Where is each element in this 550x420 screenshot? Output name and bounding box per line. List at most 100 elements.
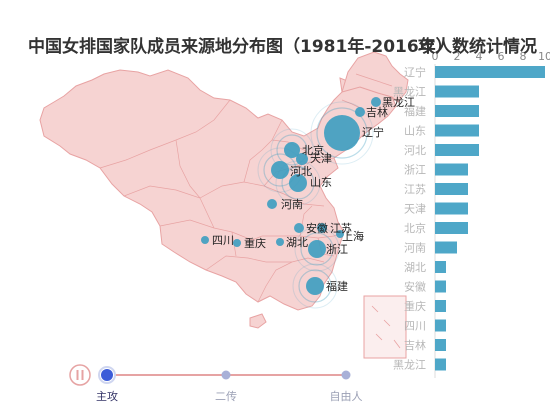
category-label: 北京 [404,221,426,235]
bubble[interactable] [289,174,307,192]
bubble[interactable] [306,277,324,295]
bubble[interactable] [296,153,308,165]
map-label: 江苏 [330,222,352,235]
timeline: 主攻 二传 自由人 [69,364,363,403]
bar[interactable] [435,241,457,254]
timeline-label[interactable]: 自由人 [330,389,363,403]
bubble[interactable] [276,238,284,246]
map-label: 吉林 [366,105,388,119]
timeline-point[interactable] [221,370,231,380]
category-label: 浙江 [404,164,426,177]
bubble[interactable] [271,161,289,179]
category-label: 天津 [404,203,426,216]
play-button[interactable] [69,364,91,386]
map-label: 四川 [212,234,234,247]
bubble[interactable] [371,97,381,107]
category-label: 辽宁 [404,65,426,79]
bubble-ripple [276,134,308,166]
bar[interactable] [435,85,479,98]
bubble[interactable] [233,239,241,247]
map-label: 湖北 [286,236,308,249]
bubble-ripple-outer [275,160,321,206]
bar[interactable] [435,183,468,195]
bubble-ripple [300,232,334,266]
map-label: 天津 [310,152,332,165]
china-outline [39,69,397,311]
bar[interactable] [435,144,479,156]
china-northeast [341,51,409,103]
x-tick-label: 6 [498,50,505,63]
bar[interactable] [435,280,446,293]
map-label: 黑龙江 [382,96,415,109]
bubble[interactable] [308,240,326,258]
map-label: 河南 [281,198,303,211]
bar[interactable] [435,300,446,312]
bubble[interactable] [317,223,327,233]
category-label: 山东 [404,125,426,138]
pause-bar-left [76,370,79,380]
map-label: 福建 [326,279,348,293]
bar[interactable] [435,261,446,273]
bar[interactable] [435,319,446,332]
category-label: 江苏 [404,183,426,196]
timeline-label[interactable]: 主攻 [96,389,118,403]
timeline-point-active[interactable] [101,369,113,381]
map-label: 辽宁 [362,125,384,139]
bar[interactable] [435,358,446,371]
map-label: 重庆 [244,236,266,250]
x-tick-label: 4 [476,50,483,63]
bubble-ripple-outer [270,128,314,172]
map-label: 安徽 [306,221,328,235]
bubble-ripple-outer [292,263,338,309]
bubble[interactable] [324,115,360,151]
category-label: 湖北 [404,261,426,274]
bubble-ripple [263,153,297,187]
category-label: 四川 [404,320,426,333]
map-label: 河北 [290,165,312,178]
category-label: 安徽 [404,280,426,294]
bubble[interactable] [267,199,277,209]
map-label: 浙江 [326,243,348,256]
bubble-layer [201,97,381,309]
bubble-ripple [316,107,368,159]
chart-subtitle: 攻人数统计情况 [418,36,537,57]
bubble-ripple-outer [294,226,340,272]
map-label: 上海 [342,229,364,243]
bubble[interactable] [294,223,304,233]
bar[interactable] [435,124,479,137]
map-label: 山东 [310,176,332,189]
bubble[interactable] [284,142,300,158]
x-tick-label: 8 [520,50,527,63]
pause-bar-right [81,370,84,380]
timeline-points: 主攻 二传 自由人 [96,366,363,403]
china-map [39,51,409,359]
hainan-island [249,313,267,329]
south-sea-islands [371,305,401,349]
bar[interactable] [435,222,468,234]
category-label: 河北 [404,144,426,157]
bar-layer [435,66,545,371]
x-tick-label: 10 [538,50,550,63]
timeline-point[interactable] [341,370,351,380]
map-label: 北京 [302,143,324,157]
category-label: 黑龙江 [393,86,426,99]
category-label: 黑龙江 [393,359,426,372]
bubble[interactable] [201,236,209,244]
bubble-ripple-outer [310,101,374,165]
category-label: 吉林 [404,338,426,352]
south-sea-inset [363,295,407,359]
bar[interactable] [435,105,479,117]
timeline-label[interactable]: 二传 [215,390,237,403]
province-borders [99,73,393,303]
bar[interactable] [435,66,545,78]
bar[interactable] [435,202,468,215]
bubble[interactable] [355,107,365,117]
bar[interactable] [435,163,468,176]
bubble[interactable] [336,230,344,238]
bubble-ripple-outer [257,147,303,193]
pause-icon[interactable] [69,364,91,386]
category-label: 福建 [404,104,426,118]
bar[interactable] [435,339,446,351]
